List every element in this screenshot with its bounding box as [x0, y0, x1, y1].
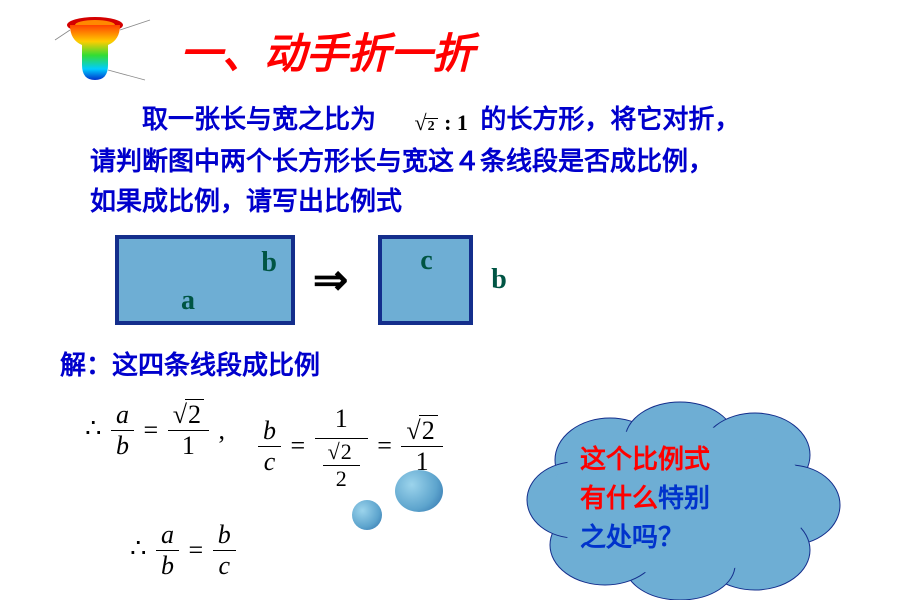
body-line3: 如果成比例，请写出比例式: [90, 187, 402, 216]
bubble-medium-icon: [395, 470, 443, 512]
rectangle-original: b a: [115, 235, 295, 325]
label-b2: b: [491, 264, 507, 296]
slide-title: 一、动手折一折: [180, 20, 474, 81]
bubble-small-icon: [352, 500, 382, 530]
body-line1-prefix: 取一张长与宽之比为: [90, 105, 402, 134]
arrow-implies: ⇒: [313, 255, 348, 305]
title-row: 一、动手折一折: [50, 10, 474, 90]
funnel-3d-icon: [50, 10, 160, 90]
cloud-text: 这个比例式 有什么特别 之处吗？: [580, 440, 710, 557]
body-line1-suffix: 的长方形，将它对折，: [480, 105, 740, 134]
ratio-sqrt2: √2 : 1: [415, 102, 468, 142]
equation-3: ∴ ab = bc: [130, 520, 239, 581]
body-line2: 请判断图中两个长方形长与宽这４条线段是否成比例，: [90, 147, 714, 176]
equation-1: ∴ ab = √2 1 ,: [85, 400, 225, 461]
rectangle-folded: c: [378, 235, 473, 325]
body-paragraph: 取一张长与宽之比为 √2 : 1 的长方形，将它对折， 请判断图中两个长方形长与…: [90, 100, 890, 223]
label-b1: b: [261, 247, 277, 279]
cloud-callout: 这个比例式 有什么特别 之处吗？: [480, 400, 880, 600]
label-c: c: [420, 245, 432, 277]
solution-heading: 解：这四条线段成比例: [60, 345, 320, 382]
rectangles-diagram: b a ⇒ c b: [115, 235, 507, 325]
label-a: a: [181, 285, 195, 317]
